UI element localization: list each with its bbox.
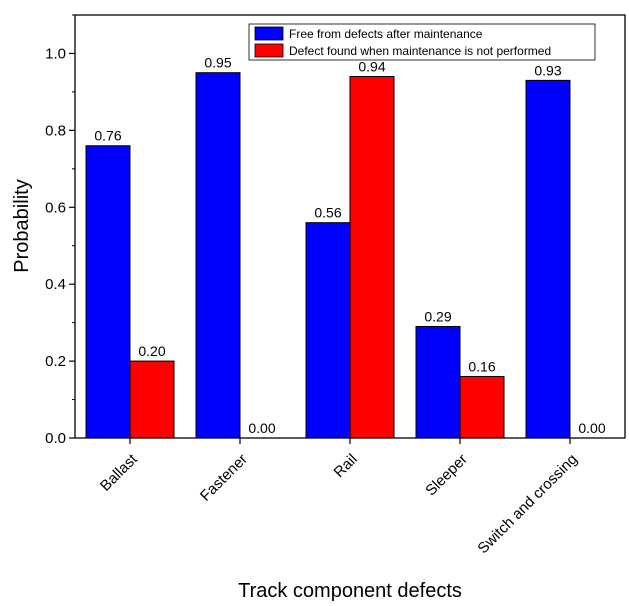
- y-axis-title: Probability: [11, 179, 33, 272]
- legend-label: Free from defects after maintenance: [289, 27, 483, 41]
- legend-swatch: [254, 26, 284, 41]
- bar-defect-ballast: [129, 360, 175, 439]
- legend-label: Defect found when maintenance is not per…: [289, 44, 551, 58]
- data-label: 0.93: [534, 62, 561, 78]
- bar-defect-rail: [349, 76, 395, 439]
- legend-box: [248, 23, 596, 61]
- legend: Free from defects after maintenance Defec…: [248, 23, 596, 61]
- y-tick-label: 0.2: [45, 353, 66, 370]
- data-label: 0.95: [204, 55, 231, 71]
- x-tick-label: Fastener: [197, 451, 251, 505]
- bar-free-sleeper: [415, 325, 461, 439]
- bar-defect-sleeper: [459, 375, 505, 439]
- y-tick-label: 0.6: [45, 199, 66, 216]
- data-label: 0.94: [358, 59, 385, 75]
- y-tick-label: 0.4: [45, 276, 66, 293]
- bars-layer: [85, 72, 571, 439]
- x-tick-label: Rail: [331, 451, 361, 481]
- data-label: 0.00: [248, 420, 275, 436]
- x-tick-label: Ballast: [97, 450, 141, 494]
- data-label: 0.20: [138, 343, 165, 359]
- data-label: 0.76: [94, 128, 121, 144]
- legend-swatch: [254, 43, 284, 58]
- data-label: 0.56: [314, 205, 341, 221]
- y-tick-label: 1.0: [45, 45, 66, 62]
- bar-free-rail: [305, 222, 351, 439]
- x-axis-title: Track component defects: [238, 580, 462, 602]
- bar-free-fastener: [195, 72, 241, 439]
- y-tick-label: 0.0: [45, 430, 66, 447]
- data-label: 0.29: [424, 308, 451, 324]
- x-tick-label: Sleeper: [422, 451, 471, 500]
- x-axis: Ballast Fastener Rail Sleeper Switch and cro…: [97, 438, 581, 557]
- data-label: 0.16: [468, 358, 495, 374]
- data-labels-layer: 0.76 0.20 0.95 0.00 0.56 0.94 0.29 0.16 0.93 0.00: [94, 55, 605, 436]
- x-tick-label: Switch and crossing: [474, 451, 580, 557]
- y-axis: 0.0 0.2 0.4 0.6 0.8 1.0: [45, 14, 75, 447]
- data-label: 0.00: [578, 420, 605, 436]
- y-tick-label: 0.8: [45, 122, 66, 139]
- bar-free-ballast: [85, 145, 131, 439]
- bar-free-switch-and-crossing: [525, 79, 571, 439]
